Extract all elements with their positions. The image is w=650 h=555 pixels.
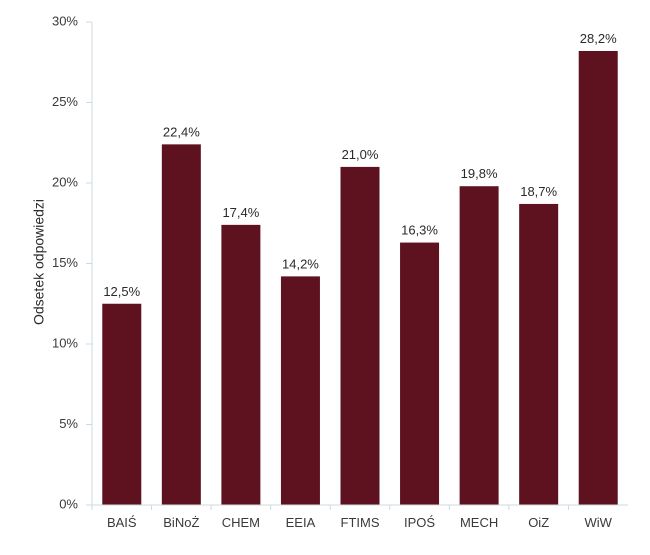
bar bbox=[519, 203, 559, 505]
x-tick-label: EEIA bbox=[286, 515, 316, 530]
data-label: 12,5% bbox=[103, 284, 140, 299]
bar bbox=[340, 166, 380, 505]
y-tick-label: 20% bbox=[52, 174, 78, 189]
bar bbox=[102, 303, 142, 505]
bar bbox=[578, 50, 618, 505]
x-tick-label: OiZ bbox=[528, 515, 549, 530]
x-tick-label: MECH bbox=[460, 515, 498, 530]
data-label: 28,2% bbox=[580, 31, 617, 46]
x-tick-label: IPOŚ bbox=[404, 515, 435, 530]
y-tick-label: 5% bbox=[59, 416, 78, 431]
data-label: 18,7% bbox=[520, 184, 557, 199]
x-tick-label: CHEM bbox=[222, 515, 260, 530]
data-label: 22,4% bbox=[163, 124, 200, 139]
x-tick-label: BAIŚ bbox=[107, 515, 137, 530]
data-label: 16,3% bbox=[401, 223, 438, 238]
data-label: 19,8% bbox=[461, 166, 498, 181]
bar bbox=[221, 224, 261, 506]
x-axis: BAIŚ BiNoŻ CHEM EEIA FTIMS IPOŚ MECH OiZ WiW bbox=[91, 504, 628, 530]
y-tick-label: 30% bbox=[52, 13, 78, 28]
y-tick-label: 10% bbox=[52, 335, 78, 350]
y-tick-label: 0% bbox=[59, 496, 78, 511]
bars bbox=[102, 50, 618, 506]
bar bbox=[459, 186, 499, 505]
data-label: 14,2% bbox=[282, 256, 319, 271]
y-axis: 0% 5% 10% 15% 20% 25% 30% bbox=[52, 13, 93, 511]
x-tick-label: FTIMS bbox=[341, 515, 380, 530]
data-labels: 12,5% 22,4% 17,4% 14,2% 21,0% 16,3% 19,8% 18,7%… bbox=[103, 31, 617, 299]
bar bbox=[400, 242, 440, 505]
y-axis-title: Odsetek odpowiedzi bbox=[31, 199, 47, 325]
y-tick-label: 15% bbox=[52, 255, 78, 270]
y-tick-label: 25% bbox=[52, 94, 78, 109]
data-label: 17,4% bbox=[222, 205, 259, 220]
data-label: 21,0% bbox=[342, 147, 379, 162]
bar bbox=[280, 276, 320, 505]
x-tick-label: BiNoŻ bbox=[163, 515, 199, 530]
bar bbox=[161, 144, 201, 506]
x-tick-label: WiW bbox=[585, 515, 613, 530]
